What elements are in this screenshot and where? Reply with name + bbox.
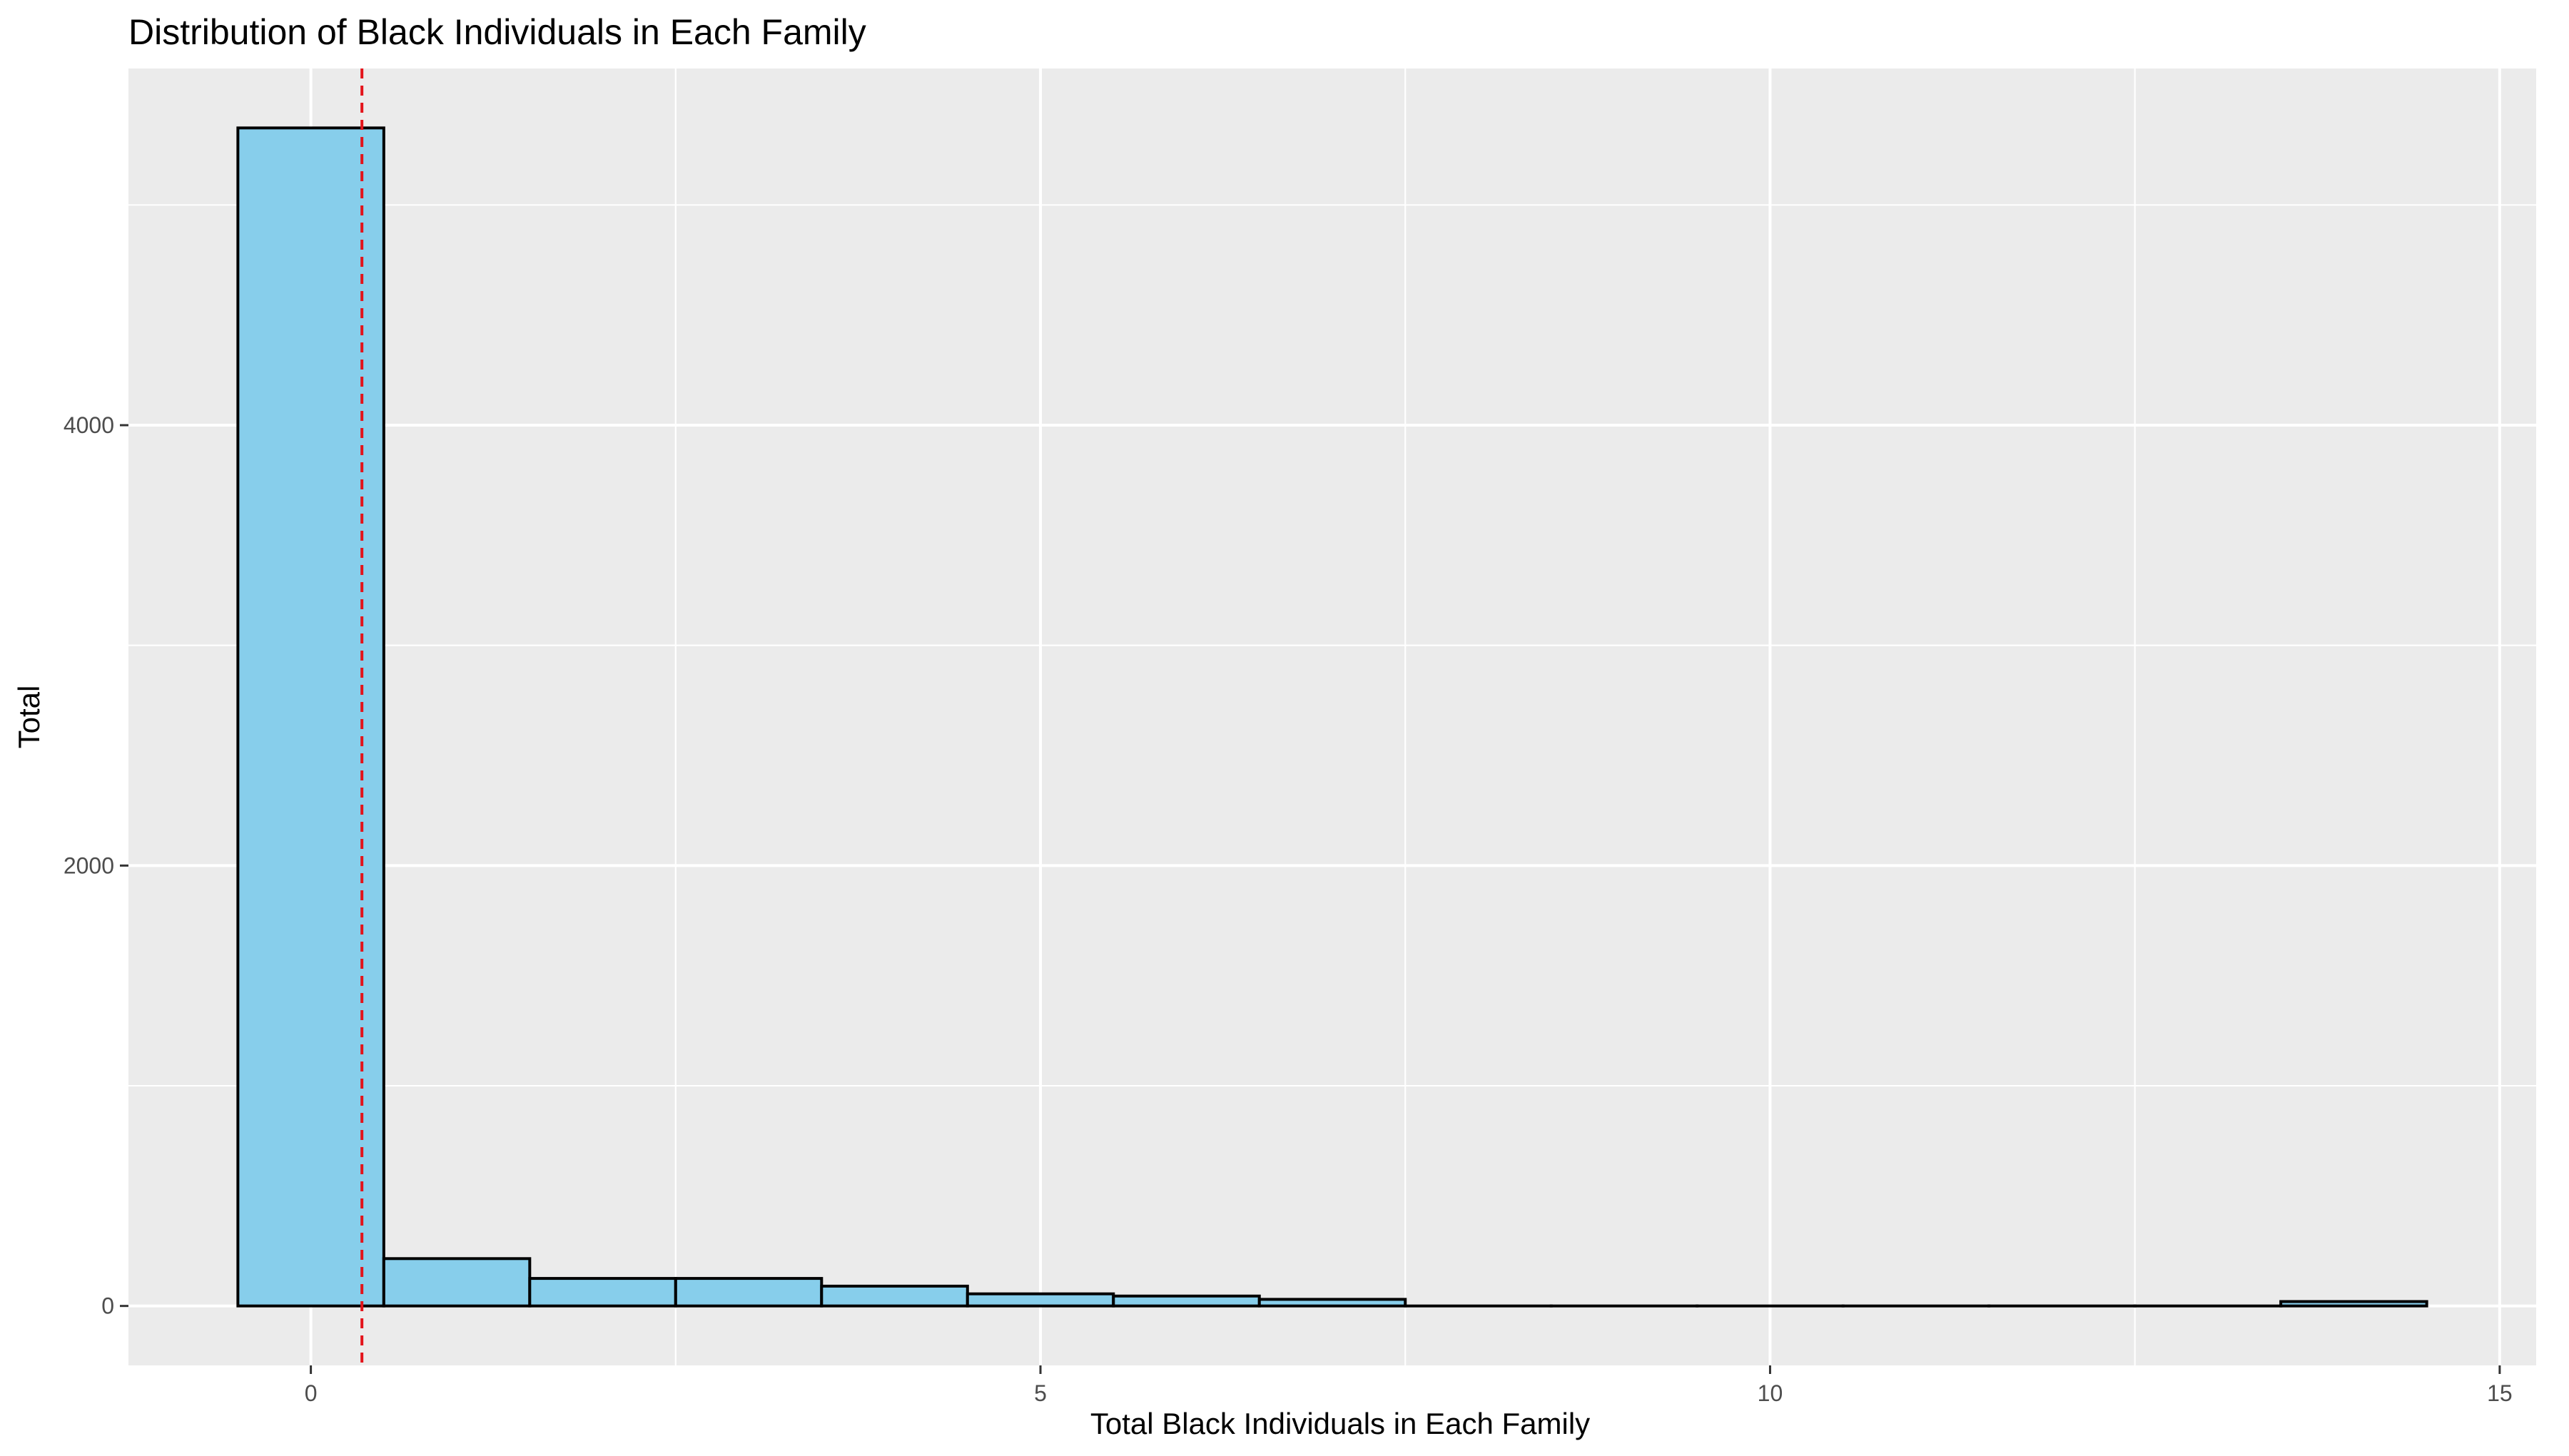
histogram-bar bbox=[966, 1292, 1115, 1308]
histogram-bar bbox=[236, 126, 385, 1308]
histogram-bar bbox=[528, 1277, 677, 1308]
grid-minor bbox=[128, 68, 2536, 1365]
y-tick-label: 0 bbox=[101, 1293, 114, 1319]
histogram-bars bbox=[236, 126, 2428, 1308]
histogram-bar bbox=[2279, 1300, 2428, 1308]
histogram-bar bbox=[1112, 1294, 1261, 1308]
y-axis-ticks: 0 2000 4000 bbox=[64, 412, 128, 1319]
x-tick-label: 5 bbox=[1034, 1380, 1047, 1406]
y-tick-label: 4000 bbox=[64, 412, 114, 438]
histogram-bar bbox=[382, 1257, 532, 1308]
x-tick-label: 10 bbox=[1758, 1380, 1783, 1406]
x-tick-label: 0 bbox=[305, 1380, 318, 1406]
chart-title: Distribution of Black Individuals in Eac… bbox=[128, 12, 866, 52]
x-tick-label: 15 bbox=[2487, 1380, 2513, 1406]
y-axis-title: Total bbox=[12, 686, 46, 749]
histogram-bar bbox=[674, 1277, 824, 1308]
plot-panel bbox=[128, 68, 2536, 1365]
x-axis-title: Total Black Individuals in Each Family bbox=[1090, 1407, 1590, 1440]
x-axis-ticks: 0 5 10 15 bbox=[305, 1365, 2513, 1406]
y-tick-label: 2000 bbox=[64, 852, 114, 878]
histogram-bar bbox=[820, 1284, 969, 1308]
histogram-bar bbox=[1257, 1298, 1407, 1308]
